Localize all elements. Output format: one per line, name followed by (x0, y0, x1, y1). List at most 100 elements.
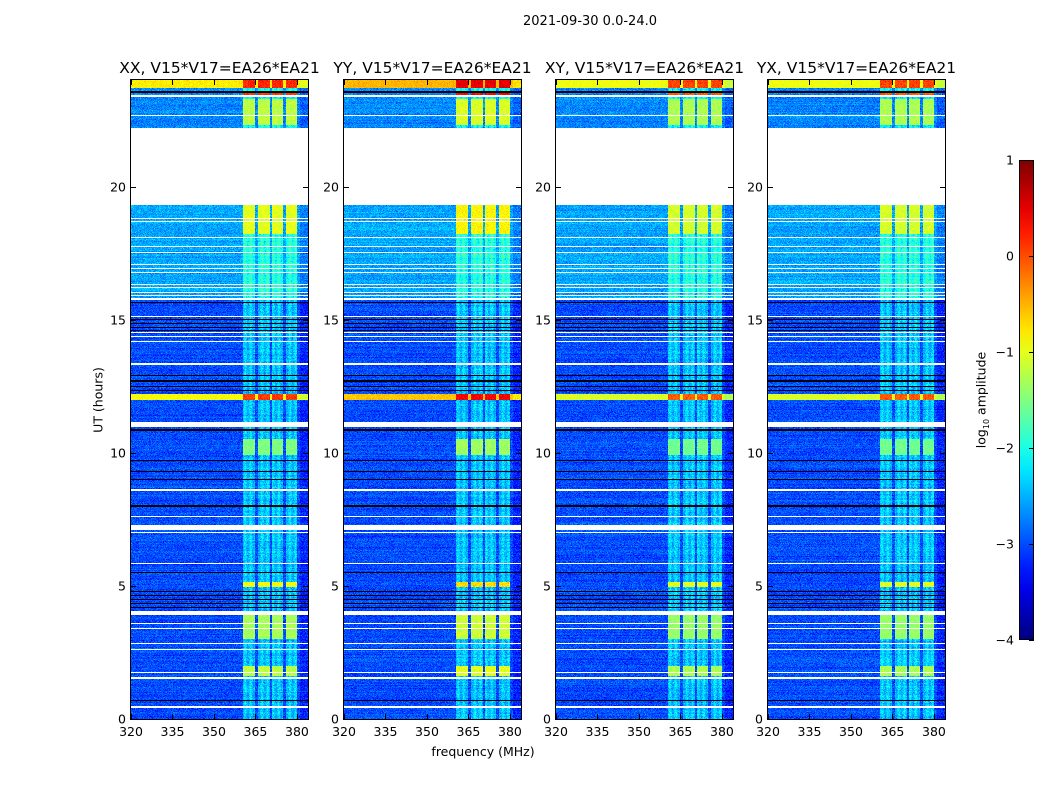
x-tick-label: 335 (585, 724, 610, 739)
x-tick-mark (344, 714, 345, 719)
y-tick-mark (556, 186, 561, 188)
y-tick-mark (303, 719, 308, 720)
y-tick-label: 0 (543, 711, 551, 727)
x-tick-label: 335 (797, 724, 822, 739)
y-tick-mark (516, 186, 521, 188)
y-tick-mark (516, 719, 521, 720)
x-tick-label: 350 (627, 724, 651, 739)
x-tick-label: 320 (332, 724, 356, 739)
y-tick-label: 15 (110, 312, 126, 328)
x-tick-label: 335 (373, 724, 398, 739)
x-tick-mark (721, 714, 723, 719)
x-tick-mark (468, 714, 470, 719)
colorbar-tick-mark (1029, 160, 1034, 161)
y-tick-label: 10 (323, 445, 339, 461)
y-tick-mark (728, 319, 733, 321)
x-tick-label: 350 (839, 724, 863, 739)
x-tick-label: 380 (710, 724, 734, 739)
colorbar-tick-mark (1029, 352, 1034, 353)
y-tick-mark (768, 719, 773, 720)
x-tick-mark (597, 714, 599, 719)
x-tick-mark (680, 80, 682, 85)
panel-title: XY, V15*V17=EA26*EA21 (544, 59, 745, 77)
x-tick-mark (850, 80, 852, 85)
y-tick-label: 0 (118, 711, 126, 727)
y-tick-mark (344, 452, 349, 454)
colorbar-label-suffix: amplitude (973, 351, 989, 419)
y-tick-mark (940, 585, 945, 587)
x-tick-mark (385, 714, 387, 719)
x-tick-mark (426, 714, 428, 719)
y-tick-mark (940, 452, 945, 454)
y-axis-label: UT (hours) (90, 367, 106, 433)
y-tick-label: 20 (747, 179, 763, 194)
y-tick-mark (768, 319, 773, 321)
y-tick-label: 5 (755, 578, 763, 594)
x-tick-label: 320 (119, 724, 143, 739)
heatmap-canvas (768, 80, 945, 719)
y-tick-mark (344, 585, 349, 587)
x-tick-mark (597, 80, 599, 85)
x-tick-mark (892, 714, 894, 719)
panel-title: YX, V15*V17=EA26*EA21 (756, 59, 957, 77)
y-tick-mark (768, 186, 773, 188)
colorbar (1019, 160, 1034, 640)
heatmap-canvas (556, 80, 733, 719)
y-tick-mark (131, 186, 136, 188)
x-tick-mark (131, 714, 132, 719)
x-tick-mark (680, 714, 682, 719)
y-tick-mark (556, 719, 561, 720)
x-tick-label: 365 (243, 724, 268, 739)
y-tick-mark (728, 585, 733, 587)
y-tick-label: 0 (755, 711, 763, 727)
y-tick-label: 20 (535, 179, 551, 194)
x-tick-mark (296, 714, 298, 719)
x-tick-mark (426, 80, 428, 85)
y-tick-label: 10 (110, 445, 126, 461)
y-tick-mark (131, 585, 136, 587)
x-tick-mark (556, 714, 557, 719)
colorbar-tick-label: 0 (1006, 248, 1014, 264)
y-tick-mark (768, 585, 773, 587)
colorbar-tick-mark (1029, 256, 1034, 257)
y-tick-mark (131, 719, 136, 720)
y-tick-mark (344, 319, 349, 321)
y-tick-label: 10 (535, 445, 551, 461)
heatmap-axes (555, 79, 734, 720)
y-tick-mark (516, 585, 521, 587)
colorbar-label: log10 amplitude (973, 352, 991, 448)
x-tick-label: 320 (756, 724, 780, 739)
x-tick-label: 320 (544, 724, 568, 739)
colorbar-tick-mark (1029, 640, 1034, 641)
heatmap-canvas (344, 80, 521, 719)
y-tick-label: 5 (331, 578, 339, 594)
x-tick-mark (809, 80, 811, 85)
x-tick-mark (892, 80, 894, 85)
x-tick-mark (509, 714, 511, 719)
x-tick-mark (933, 714, 935, 719)
colorbar-label-sub: 10 (981, 418, 991, 430)
y-tick-label: 5 (543, 578, 551, 594)
y-tick-mark (940, 719, 945, 720)
y-tick-mark (303, 585, 308, 587)
colorbar-tick-label: −1 (995, 344, 1014, 360)
x-tick-label: 365 (456, 724, 481, 739)
x-tick-mark (213, 714, 215, 719)
x-tick-label: 335 (160, 724, 185, 739)
heatmap-axes (130, 79, 309, 720)
x-tick-mark (213, 80, 215, 85)
x-tick-mark (638, 80, 640, 85)
y-tick-mark (303, 319, 308, 321)
y-tick-label: 5 (118, 578, 126, 594)
x-tick-label: 350 (202, 724, 226, 739)
y-tick-mark (303, 452, 308, 454)
x-tick-label: 365 (668, 724, 693, 739)
panel-title: YY, V15*V17=EA26*EA21 (333, 59, 532, 77)
y-tick-label: 15 (323, 312, 339, 328)
x-tick-mark (468, 80, 470, 85)
colorbar-tick-mark (1029, 544, 1034, 545)
y-tick-mark (556, 452, 561, 454)
y-tick-label: 15 (535, 312, 551, 328)
y-tick-label: 20 (323, 179, 339, 194)
heatmap-canvas (131, 80, 308, 719)
